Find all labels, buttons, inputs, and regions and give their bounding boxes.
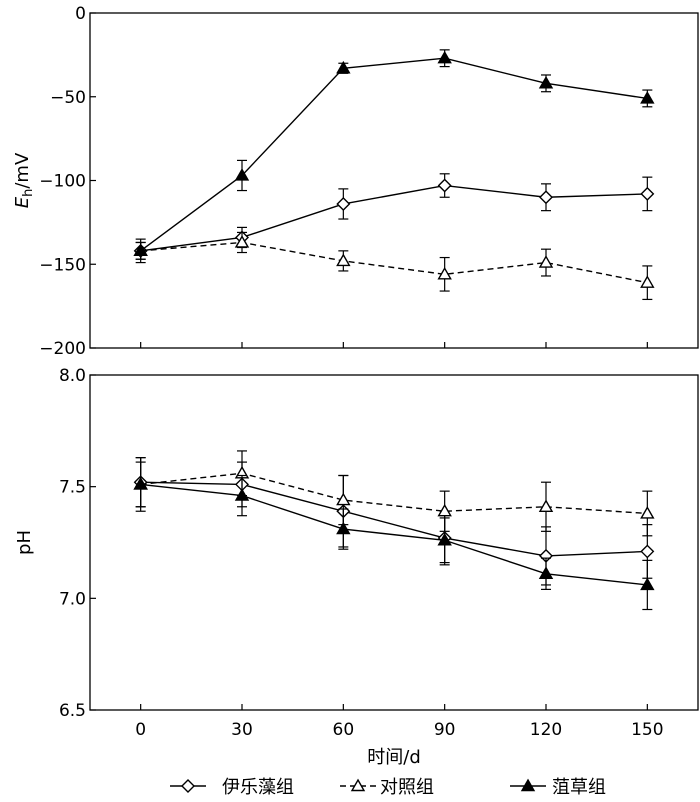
data-point: [234, 168, 250, 181]
y-axis-label-main: E: [12, 196, 33, 208]
x-tick-label: 0: [135, 720, 146, 740]
legend-label: 对照组: [380, 777, 434, 798]
legend-marker: [181, 779, 195, 793]
legend-item: 伊乐藻组: [170, 777, 294, 798]
data-point: [437, 503, 452, 517]
data-point: [640, 186, 655, 201]
series-1: [133, 173, 655, 260]
data-point: [640, 506, 655, 519]
data-point: [640, 275, 655, 288]
series-2: [133, 450, 655, 537]
y-axis-label: pH: [14, 530, 35, 555]
y-tick-label: 7.5: [59, 478, 86, 498]
data-point: [640, 91, 655, 104]
y-tick-label: −50: [50, 88, 86, 108]
data-point: [437, 532, 452, 546]
x-tick-label: 120: [530, 720, 562, 740]
legend-label: 菹草组: [552, 777, 606, 798]
series-2: [133, 231, 655, 301]
x-tick-label: 30: [231, 720, 253, 740]
series-line: [140, 483, 648, 586]
x-tick-label: 90: [434, 720, 456, 740]
y-tick-label: 8.0: [59, 366, 86, 386]
series-3: [133, 461, 655, 611]
y-tick-label: 6.5: [59, 701, 86, 721]
y-axis-label-unit: /mV: [12, 152, 33, 189]
y-tick-label: −200: [39, 339, 86, 359]
y-tick-label: −100: [39, 172, 86, 192]
legend-item: 菹草组: [510, 777, 606, 798]
legend-label: 伊乐藻组: [222, 777, 294, 798]
data-point: [336, 492, 351, 506]
series-line: [140, 57, 648, 252]
y-tick-label: 7.0: [59, 589, 86, 609]
data-point: [336, 60, 351, 74]
data-point: [437, 50, 452, 64]
plot-frame: [89, 374, 699, 711]
y-tick-label: −150: [39, 255, 86, 275]
x-tick-label: 60: [333, 720, 355, 740]
data-point: [133, 243, 148, 257]
data-point: [336, 521, 351, 535]
legend-marker: [350, 778, 366, 792]
data-point: [538, 75, 554, 89]
series-line: [140, 184, 648, 252]
data-point: [539, 190, 553, 205]
y-axis-label-sub: h: [21, 189, 36, 197]
y-tick-label: 0: [75, 4, 86, 24]
data-point: [234, 488, 250, 501]
data-point: [538, 255, 554, 268]
data-point: [336, 253, 351, 267]
data-point: [640, 544, 655, 559]
x-tick-label: 150: [631, 720, 663, 740]
series-line: [140, 241, 648, 284]
data-point: [437, 266, 452, 280]
series-line: [140, 472, 648, 515]
chart-panel-1: 0 −50 −100 −150 −200 Eh/mV: [12, 4, 699, 359]
data-point: [538, 499, 554, 512]
data-point: [437, 178, 452, 193]
data-point: [133, 477, 148, 490]
legend: 伊乐藻组 对照组 菹草组: [170, 777, 606, 798]
data-point: [336, 196, 351, 211]
chart-panel-2: 8.0 7.5 7.0 6.5 0 30 60 90 120 150 pH 时间/d: [14, 366, 699, 768]
legend-item: 对照组: [340, 777, 434, 798]
data-point: [640, 577, 655, 591]
series-3: [133, 49, 655, 264]
x-axis-label: 时间/d: [367, 747, 421, 768]
y-axis-label: Eh/mV: [12, 152, 36, 208]
legend-marker: [520, 778, 536, 792]
series-line: [140, 481, 648, 557]
data-point: [538, 566, 554, 579]
data-point: [234, 235, 250, 248]
